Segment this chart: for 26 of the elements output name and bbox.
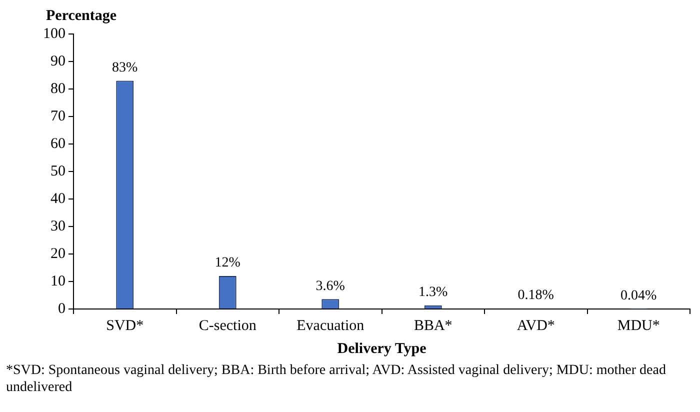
x-tick-label: SVD* bbox=[106, 318, 144, 334]
data-label: 12% bbox=[214, 256, 241, 271]
y-tick-label: 50 bbox=[50, 163, 66, 180]
x-tick-label: Evacuation bbox=[296, 318, 365, 334]
y-tick-label: 60 bbox=[50, 136, 66, 152]
data-label: 3.6% bbox=[316, 278, 346, 294]
text: *SVD: Spontaneous vaginal delivery; BBA: Birth before arrival; AVD: Assisted vaginal delivery; MDU: mother dead undelivered bbox=[6, 362, 667, 396]
data-label: 0.04% bbox=[620, 288, 658, 304]
y-tick-label: 40 bbox=[50, 190, 66, 207]
y-tick-label: 20 bbox=[50, 246, 66, 262]
y-tick-label: 0 bbox=[58, 300, 66, 317]
data-label: 0.18% bbox=[518, 288, 554, 304]
x-tick-label: AVD* bbox=[516, 318, 555, 334]
y-tick-label: 90 bbox=[50, 53, 66, 70]
x-axis-title: Delivery Type bbox=[337, 340, 427, 357]
y-tick-label: 80 bbox=[50, 80, 66, 97]
y-axis-title: Percentage bbox=[46, 8, 117, 25]
x-tick-label: MDU* bbox=[617, 318, 660, 334]
y-tick-label: 30 bbox=[50, 218, 66, 234]
x-tick-label: C-section bbox=[198, 318, 257, 334]
x-tick-label: BBA* bbox=[414, 318, 452, 334]
y-tick-label: 70 bbox=[50, 108, 66, 124]
y-tick-label: 10 bbox=[50, 273, 66, 290]
y-tick-label: 100 bbox=[43, 26, 66, 42]
data-label: 1.3% bbox=[418, 285, 448, 300]
data-label: 83% bbox=[112, 60, 138, 76]
